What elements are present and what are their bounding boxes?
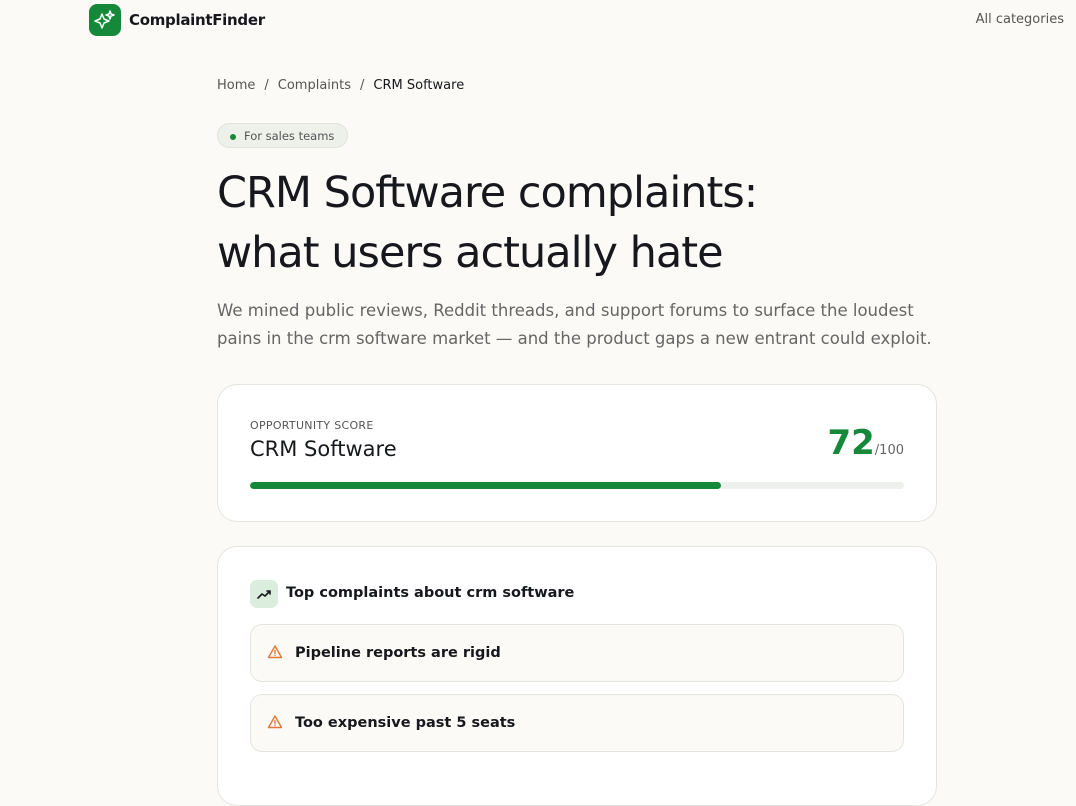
crumb[interactable]: Home: [217, 78, 256, 93]
warning-icon: [267, 645, 283, 659]
crumb[interactable]: Complaints: [277, 78, 352, 93]
complaints-card: Top complaints about crm software Pipeli…: [217, 546, 937, 806]
score-value: 72: [827, 423, 875, 463]
score-track: [250, 482, 904, 489]
score-max: /100: [874, 443, 904, 458]
logo[interactable]: [89, 4, 121, 36]
score-label: OPPORTUNITY SCORE: [250, 419, 374, 432]
trend-icon: [250, 580, 278, 608]
complaint-item[interactable]: Too expensive past 5 seats: [250, 694, 904, 752]
description: We mined public reviews, Reddit threads,…: [217, 301, 932, 348]
header: ComplaintFinder All categories: [0, 0, 1076, 40]
crumb-sep: /: [264, 78, 269, 93]
section-heading: Top complaints about crm software: [286, 585, 575, 601]
nav-link[interactable]: All categories: [975, 12, 1064, 27]
score: 72/100: [827, 423, 904, 463]
score-name: CRM Software: [250, 437, 397, 461]
complaint-item[interactable]: Pipeline reports are rigid: [250, 624, 904, 682]
crumb-current: CRM Software: [373, 78, 465, 93]
page-title: CRM Software complaints: what users actua…: [217, 163, 758, 283]
title-line: what users actually hate: [217, 228, 724, 278]
score-bar: [250, 482, 721, 489]
complaint-text: Too expensive past 5 seats: [295, 715, 516, 731]
crumb-sep: /: [360, 78, 365, 93]
badge: For sales teams: [217, 123, 349, 148]
complaint-text: Pipeline reports are rigid: [295, 645, 501, 661]
score-card: OPPORTUNITY SCORE CRM Software 72/100: [217, 384, 937, 522]
brand[interactable]: ComplaintFinder: [129, 11, 265, 29]
breadcrumb: Home / Complaints / CRM Software: [217, 78, 464, 93]
title-line: CRM Software complaints:: [217, 168, 758, 218]
warning-icon: [267, 715, 283, 729]
